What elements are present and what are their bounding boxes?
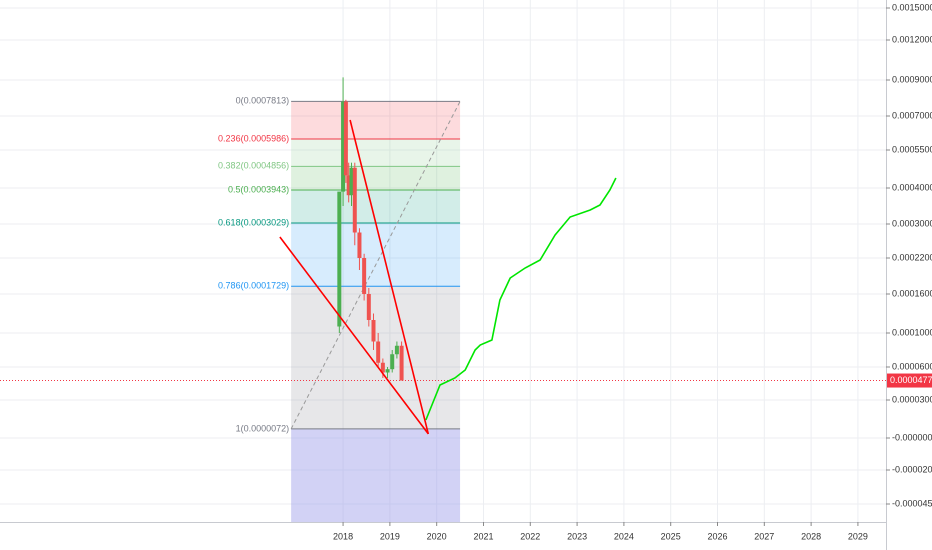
fib-label: 0.382(0.0004856) — [218, 161, 289, 171]
y-tick-label: 0.0004000 — [892, 182, 932, 192]
candle-body — [394, 345, 399, 355]
fib-trend-line — [290, 101, 461, 430]
candle-body — [380, 362, 385, 373]
candle-body — [337, 191, 342, 327]
y-tick-label: 0.0015000 — [892, 2, 932, 12]
fib-band — [291, 286, 461, 429]
y-tick-label: 0.0009000 — [892, 74, 932, 84]
fib-label: 0.618(0.0003029) — [218, 217, 289, 227]
x-tick-label: 2023 — [567, 531, 587, 541]
x-tick-label: 2022 — [520, 531, 540, 541]
fib-band — [291, 190, 461, 223]
candle-body — [385, 369, 390, 373]
x-tick-label: 2027 — [754, 531, 774, 541]
y-tick-label: 0.0002200 — [892, 252, 932, 262]
x-tick-label: 2021 — [473, 531, 493, 541]
y-tick-label: 0.0000300 — [892, 394, 932, 404]
y-tick-label: -0.0000000 — [892, 432, 932, 442]
candle-body — [362, 258, 367, 294]
projection — [425, 177, 617, 421]
x-tick-label: 2025 — [661, 531, 681, 541]
candle-body — [371, 320, 376, 342]
fib-label: 0.786(0.0001729) — [218, 281, 289, 291]
candle-body — [390, 354, 395, 370]
y-tick-label: 0.0007000 — [892, 110, 932, 120]
y-tick-label: -0.0000450 — [892, 498, 932, 508]
wedge-upper — [349, 119, 430, 435]
x-tick-label: 2026 — [707, 531, 727, 541]
x-tick-label: 2024 — [614, 531, 634, 541]
fib-band — [291, 166, 461, 191]
x-tick-label: 2029 — [848, 531, 868, 541]
y-tick-label: 0.0012000 — [892, 34, 932, 44]
x-tick-label: 2018 — [333, 531, 353, 541]
last-price-label: 0.0000477 — [890, 375, 932, 385]
x-tick-label: 2028 — [801, 531, 821, 541]
x-tick-label: 2019 — [380, 531, 400, 541]
candle-body — [376, 341, 381, 363]
candle-body — [343, 101, 348, 176]
fib-label: 0.5(0.0003943) — [228, 184, 289, 194]
fib-label: 1(0.0000072) — [236, 423, 290, 433]
y-tick-label: 0.0001000 — [892, 327, 932, 337]
y-tick-label: 0.0000600 — [892, 361, 932, 371]
fib-extension-band — [291, 428, 461, 522]
last-price-box — [887, 373, 932, 388]
candle-body — [352, 167, 357, 233]
candle-body — [399, 345, 404, 381]
y-tick-label: 0.0001600 — [892, 288, 932, 298]
y-tick-label: -0.0000200 — [892, 464, 932, 474]
candle-body — [341, 101, 346, 192]
fib-band — [291, 138, 461, 167]
fib-band — [291, 222, 461, 287]
candle-body — [357, 232, 362, 258]
y-tick-label: 0.0003000 — [892, 218, 932, 228]
candle-body — [349, 167, 354, 196]
fib-label: 0.236(0.0005986) — [218, 133, 289, 143]
fib-label: 0(0.0007813) — [236, 96, 290, 106]
wedge-lower — [279, 236, 429, 435]
x-tick-label: 2020 — [427, 531, 447, 541]
y-tick-label: 0.0005500 — [892, 144, 932, 154]
fib-band — [291, 101, 461, 139]
candle-body — [366, 294, 371, 320]
candle-body — [346, 175, 351, 196]
